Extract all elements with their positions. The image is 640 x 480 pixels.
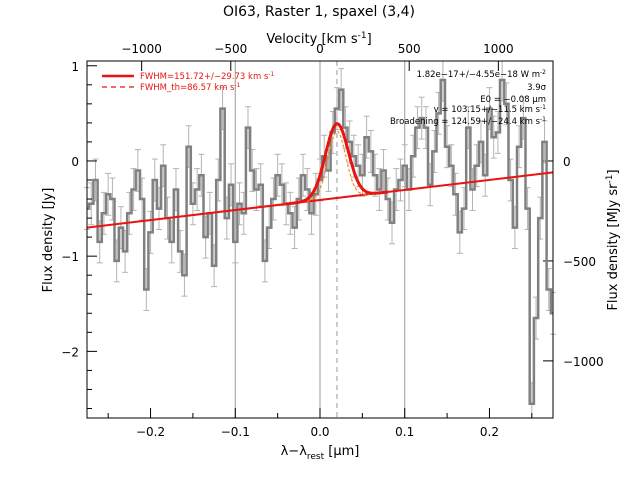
x-tick-label: 0.2 <box>480 425 499 439</box>
y-axis-label: Flux density [Jy] <box>41 188 56 293</box>
thermal-fit-curve <box>296 130 377 204</box>
y-axis-ticks: −2 −1 0 1 <box>61 60 97 409</box>
top-tick-label: 0 <box>316 42 324 56</box>
x-tick-label: −0.1 <box>221 425 250 439</box>
right-axis-ticks: 0 −500 −1000 <box>543 155 604 369</box>
y-tick-label: −2 <box>61 345 79 359</box>
legend-label: FWHM_th=86.57 km s-1 <box>140 82 241 93</box>
top-axis-ticks: −1000 −500 0 500 1000 <box>121 42 514 71</box>
right-tick-label: −500 <box>563 255 596 269</box>
x-tick-label: 0.1 <box>395 425 414 439</box>
annotation-line: v = 103.15+/−11.5 km s-1 <box>434 104 547 115</box>
gaussian-fit-curve <box>285 122 388 206</box>
annotation-line: Broadening = 124.59+/−24.4 km s-1 <box>390 116 546 127</box>
annotation-line: E0 = −0.08 μm <box>480 95 546 105</box>
fit-annotations: 1.82e−17+/−4.55e−18 W m-2 3.9σ E0 = −0.08 … <box>390 69 547 127</box>
top-tick-label: −1000 <box>121 42 162 56</box>
x-axis-ticks: −0.2 −0.1 0.0 0.1 0.2 <box>107 408 533 439</box>
top-tick-label: 1000 <box>483 42 514 56</box>
chart-title: OI63, Raster 1, spaxel (3,4) <box>223 4 415 20</box>
continuum-line <box>86 171 554 229</box>
y-tick-label: 1 <box>71 60 79 74</box>
right-axis-label: Flux density [MJy sr-1] <box>605 169 621 310</box>
x-tick-label: 0.0 <box>310 425 329 439</box>
right-tick-label: 0 <box>563 155 571 169</box>
annotation-line: 1.82e−17+/−4.55e−18 W m-2 <box>417 69 547 80</box>
top-axis-label: Velocity [km s-1] <box>266 31 371 47</box>
right-tick-label: −1000 <box>563 355 604 369</box>
plot-area <box>84 60 556 419</box>
top-tick-label: −500 <box>214 42 247 56</box>
legend: FWHM=151.72+/−29.73 km s-1FWHM_th=86.57 … <box>102 71 275 93</box>
y-tick-label: 0 <box>71 155 79 169</box>
vertical-reference-lines <box>234 61 406 418</box>
x-axis-label: λ−λrest [μm] <box>281 444 360 462</box>
y-tick-label: −1 <box>61 250 79 264</box>
x-tick-label: −0.2 <box>136 425 165 439</box>
annotation-line: 3.9σ <box>527 83 547 93</box>
top-tick-label: 500 <box>398 42 421 56</box>
legend-label: FWHM=151.72+/−29.73 km s-1 <box>140 71 275 82</box>
